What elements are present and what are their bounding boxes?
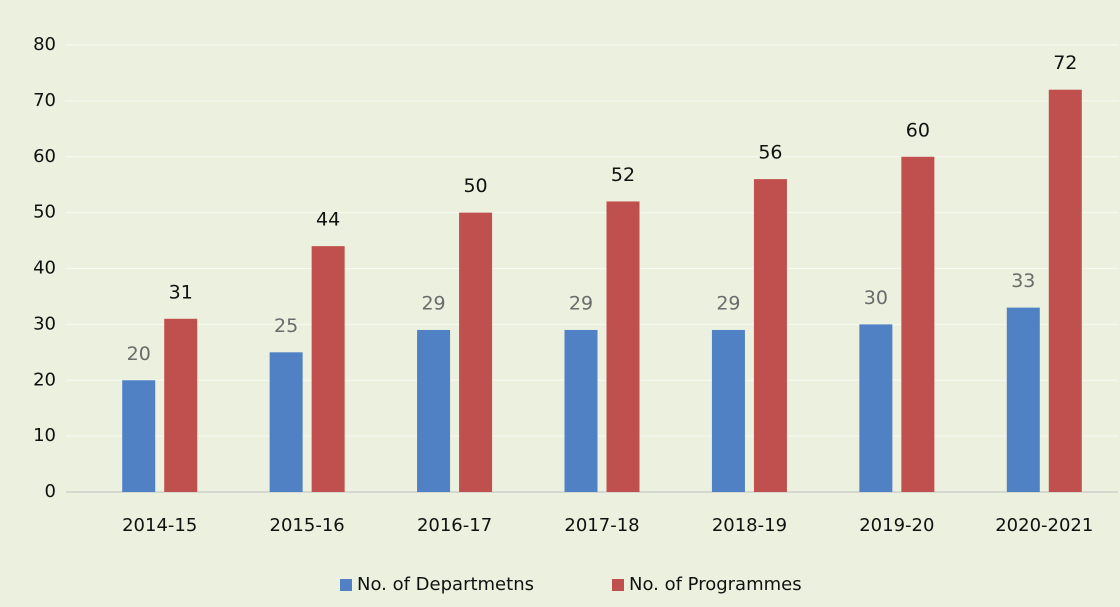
x-tick-label: 2017-18 xyxy=(564,515,639,536)
bar xyxy=(269,352,303,492)
legend-label: No. of Programmes xyxy=(629,574,802,595)
value-label: 50 xyxy=(463,175,487,197)
bar xyxy=(711,329,745,492)
value-label: 44 xyxy=(316,209,340,231)
value-label: 52 xyxy=(611,164,635,186)
y-tick-label: 80 xyxy=(33,34,56,55)
value-label: 60 xyxy=(906,119,930,141)
value-label: 29 xyxy=(569,292,593,314)
bar xyxy=(459,212,493,492)
y-tick-label: 20 xyxy=(33,369,56,390)
bar xyxy=(311,246,345,492)
value-label: 56 xyxy=(758,142,782,164)
value-label: 25 xyxy=(274,315,298,337)
y-tick-label: 60 xyxy=(33,146,56,167)
value-label: 29 xyxy=(716,292,740,314)
value-label: 31 xyxy=(169,281,193,303)
bar xyxy=(164,318,198,492)
bar xyxy=(1048,89,1082,492)
x-tick-label: 2016-17 xyxy=(417,515,492,536)
x-tick-label: 2014-15 xyxy=(122,515,197,536)
bar xyxy=(1006,307,1040,492)
bar xyxy=(753,179,787,492)
x-tick-label: 2020-2021 xyxy=(995,515,1093,536)
value-label: 33 xyxy=(1011,270,1035,292)
y-tick-label: 10 xyxy=(33,425,56,446)
value-label: 20 xyxy=(127,343,151,365)
y-tick-label: 40 xyxy=(33,258,56,279)
x-tick-label: 2019-20 xyxy=(859,515,934,536)
bar xyxy=(901,156,935,492)
legend-swatch xyxy=(340,579,352,591)
y-tick-label: 30 xyxy=(33,313,56,334)
value-label: 72 xyxy=(1053,52,1077,74)
bar xyxy=(417,329,451,492)
x-tick-label: 2018-19 xyxy=(712,515,787,536)
bar xyxy=(564,329,598,492)
bar xyxy=(122,380,156,492)
y-tick-label: 50 xyxy=(33,202,56,223)
value-label: 29 xyxy=(421,292,445,314)
legend-label: No. of Departmetns xyxy=(357,574,534,595)
bar xyxy=(606,201,640,492)
y-tick-label: 0 xyxy=(45,481,56,502)
y-tick-label: 70 xyxy=(33,90,56,111)
x-tick-label: 2015-16 xyxy=(270,515,345,536)
bar xyxy=(859,324,893,492)
value-label: 30 xyxy=(864,287,888,309)
legend-swatch xyxy=(612,579,624,591)
